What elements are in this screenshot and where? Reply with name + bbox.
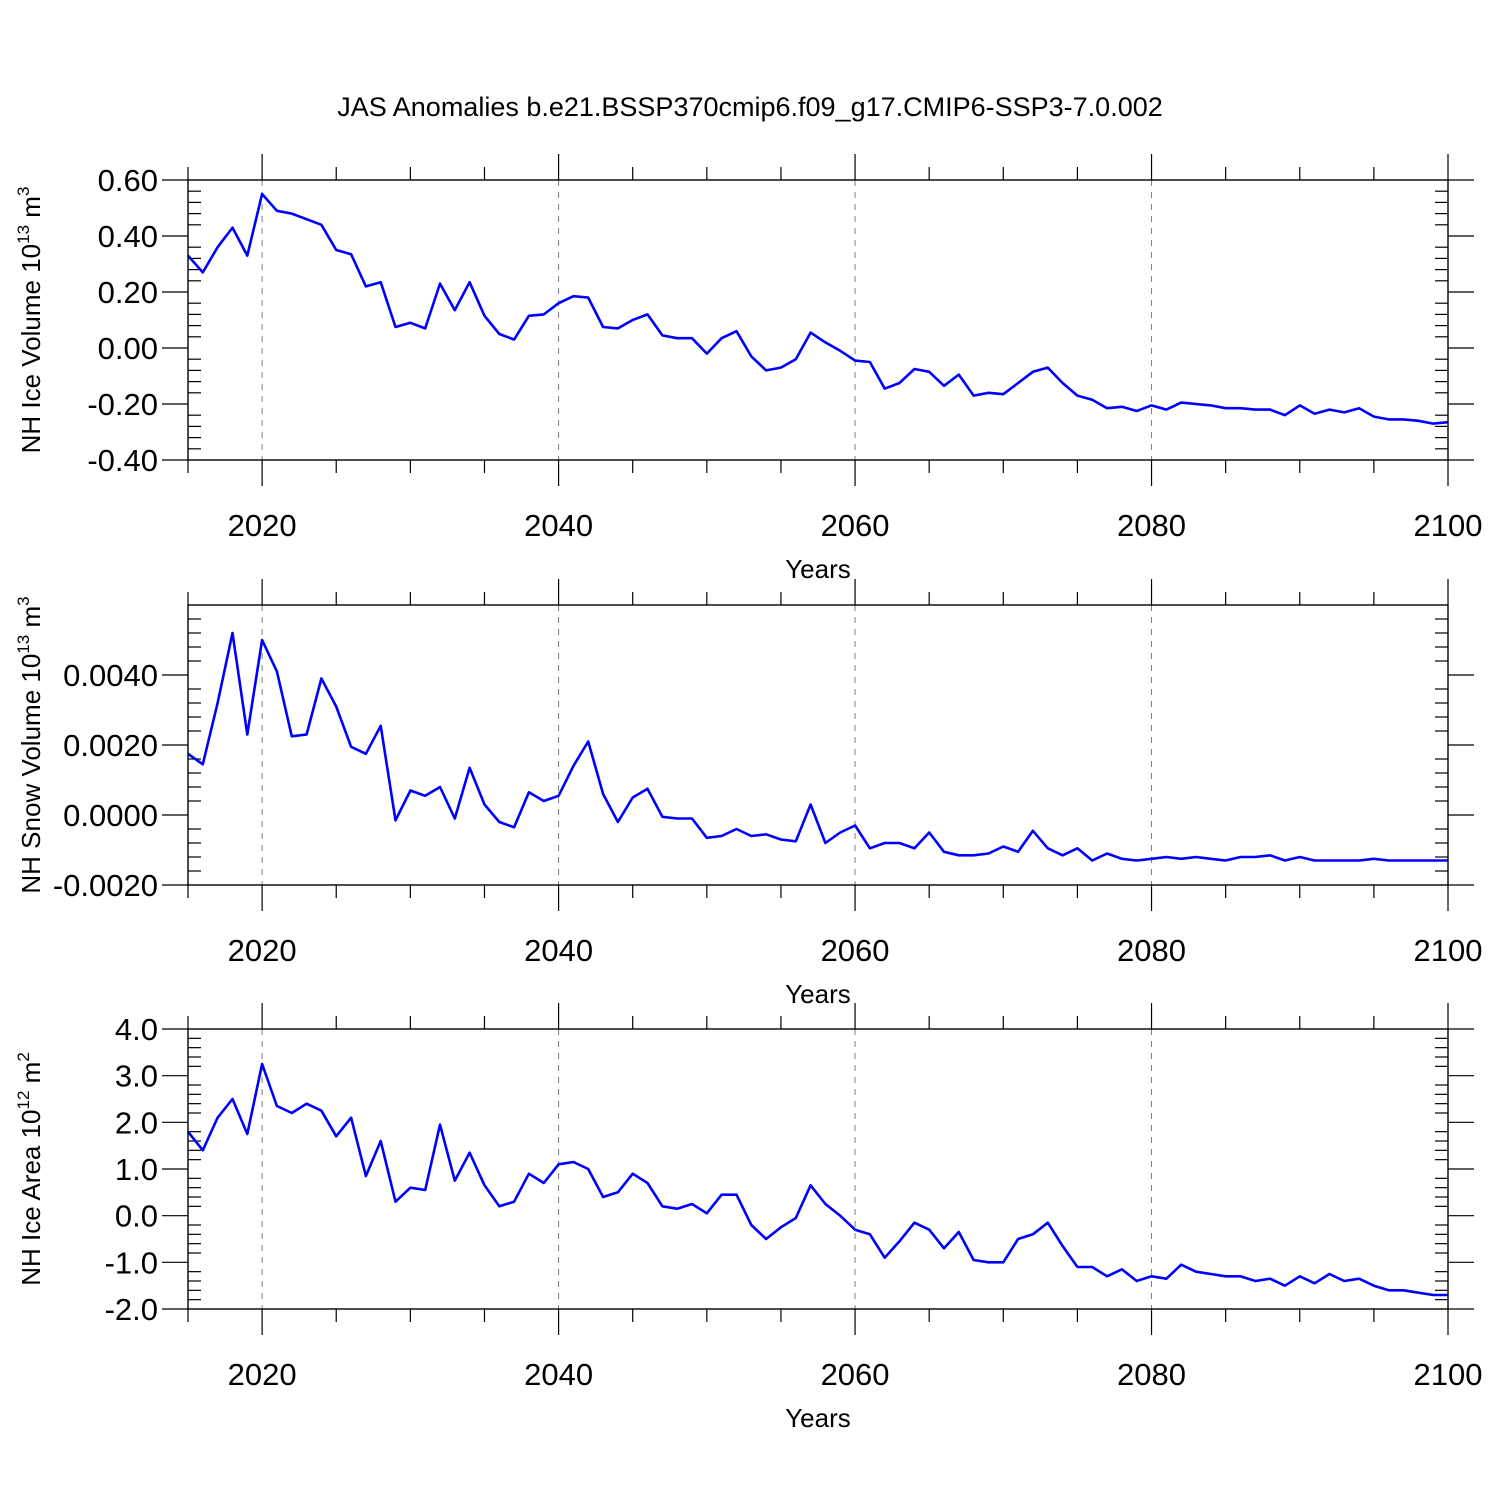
panel-snow-volume-frame — [187, 604, 1449, 886]
x-tick-label: 2060 — [821, 508, 890, 543]
y-tick-label: 0.0000 — [63, 798, 158, 833]
y-tick-label: -2.0 — [105, 1292, 158, 1327]
y-tick-label: 4.0 — [115, 1012, 158, 1047]
y-tick-label: -1.0 — [105, 1245, 158, 1280]
panel-snow-volume-series — [187, 631, 1448, 862]
panel-ice-volume-ytick-labels: -0.40 -0.20 0.00 0.20 0.40 0.60 — [87, 163, 158, 478]
y-tick-label: 3.0 — [115, 1059, 158, 1094]
x-tick-label: 2100 — [1414, 1357, 1483, 1392]
panel-ice-area-grid — [261, 1029, 1153, 1309]
x-tick-label: 2020 — [228, 933, 297, 968]
y-tick-label: 1.0 — [115, 1152, 158, 1187]
y-tick-label: 0.60 — [98, 163, 158, 198]
figure-title: JAS Anomalies b.e21.BSSP370cmip6.f09_g17… — [337, 92, 1163, 122]
panel-ice-volume-xlabel: Years — [785, 554, 851, 584]
x-tick-label: 2100 — [1414, 508, 1483, 543]
panel-snow-volume-grid — [261, 605, 1153, 885]
x-tick-label: 2060 — [821, 1357, 890, 1392]
y-tick-label: 0.00 — [98, 331, 158, 366]
panel-ice-area: -2.0 -1.0 0.0 1.0 2.0 3.0 4.0 2020 2040 2060 2080… — [14, 1003, 1482, 1433]
x-tick-label: 2020 — [228, 508, 297, 543]
panel-ice-volume-ylabel: NH Ice Volume 1013 m3 — [14, 187, 46, 454]
panel-ice-area-frame — [187, 1028, 1449, 1310]
x-tick-label: 2080 — [1117, 508, 1186, 543]
panel-snow-volume-xlabel: Years — [785, 979, 851, 1009]
panel-ice-volume-grid — [261, 180, 1153, 460]
x-tick-label: 2060 — [821, 933, 890, 968]
panel-snow-volume-xtick-labels: 2020 2040 2060 2080 2100 — [228, 933, 1483, 968]
x-tick-label: 2020 — [228, 1357, 297, 1392]
y-tick-label: 0.0 — [115, 1199, 158, 1234]
y-tick-label: 0.20 — [98, 275, 158, 310]
panel-snow-volume-ytick-labels: -0.0020 0.0000 0.0020 0.0040 — [53, 658, 158, 903]
series-line — [187, 192, 1449, 425]
panel-snow-volume-ylabel: NH Snow Volume 1013 m3 — [14, 596, 46, 893]
y-tick-label: -0.20 — [87, 387, 158, 422]
series-line — [186, 1062, 1448, 1297]
panel-ice-volume-xtick-labels: 2020 2040 2060 2080 2100 — [228, 508, 1483, 543]
y-tick-label: 0.0020 — [63, 728, 158, 763]
panel-ice-area-xlabel: Years — [785, 1403, 851, 1433]
panel-ice-area-ytick-labels: -2.0 -1.0 0.0 1.0 2.0 3.0 4.0 — [105, 1012, 158, 1327]
x-tick-label: 2100 — [1414, 933, 1483, 968]
x-tick-label: 2040 — [524, 508, 593, 543]
y-tick-label: 0.0040 — [63, 658, 158, 693]
x-tick-label: 2040 — [524, 933, 593, 968]
panel-ice-volume-series — [187, 192, 1449, 425]
panel-ice-volume: -0.40-0.200.000.200.400.60 2020 2040 2060 2… — [14, 154, 1482, 584]
series-line — [187, 631, 1448, 862]
panel-ice-area-xtick-labels: 2020 2040 2060 2080 2100 — [228, 1357, 1483, 1392]
y-tick-label: -0.0020 — [53, 868, 158, 903]
panel-ice-volume-frame — [187, 179, 1449, 461]
y-tick-label: 2.0 — [115, 1105, 158, 1140]
panel-ice-area-ticks — [162, 1003, 1474, 1335]
panel-ice-area-series — [186, 1062, 1448, 1297]
panel-ice-volume-ticks — [162, 154, 1474, 486]
panel-ice-area-ylabel: NH Ice Area 1012 m2 — [14, 1052, 46, 1286]
y-tick-label: 0.40 — [98, 219, 158, 254]
x-tick-label: 2080 — [1117, 933, 1186, 968]
x-tick-label: 2040 — [524, 1357, 593, 1392]
panel-snow-volume-ticks — [162, 579, 1474, 911]
y-tick-label: -0.40 — [87, 443, 158, 478]
x-tick-label: 2080 — [1117, 1357, 1186, 1392]
